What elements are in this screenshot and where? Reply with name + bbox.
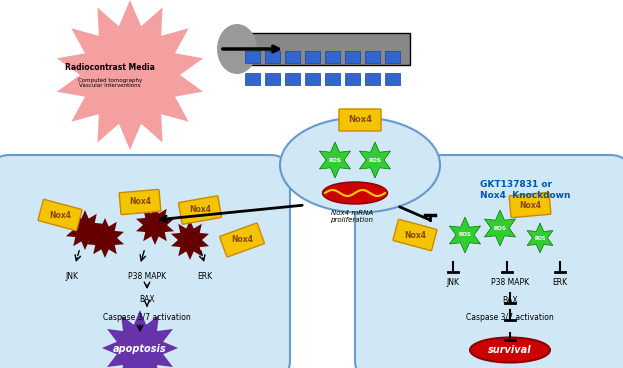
FancyBboxPatch shape — [265, 51, 280, 63]
Text: survival: survival — [488, 345, 532, 355]
FancyBboxPatch shape — [305, 73, 320, 85]
Text: Computed tomography
Vascular interventions: Computed tomography Vascular interventio… — [78, 78, 142, 88]
Text: JNK: JNK — [65, 272, 78, 281]
FancyBboxPatch shape — [179, 196, 221, 224]
Text: BAX: BAX — [139, 295, 155, 304]
Text: Nox4: Nox4 — [49, 210, 71, 219]
Text: Nox4 mRNA
proliferation: Nox4 mRNA proliferation — [330, 210, 374, 223]
Text: JNK: JNK — [447, 278, 460, 287]
Polygon shape — [485, 210, 516, 246]
Text: Nox4: Nox4 — [519, 201, 541, 209]
Text: Radiocontrast Media: Radiocontrast Media — [65, 64, 155, 72]
Text: ROS: ROS — [493, 226, 506, 230]
Text: Nox4: Nox4 — [348, 116, 372, 124]
Text: P38 MAPK: P38 MAPK — [491, 278, 529, 287]
FancyBboxPatch shape — [365, 73, 380, 85]
FancyBboxPatch shape — [339, 109, 381, 131]
FancyBboxPatch shape — [345, 73, 360, 85]
Text: ERK: ERK — [197, 272, 212, 281]
FancyBboxPatch shape — [0, 155, 290, 368]
FancyBboxPatch shape — [385, 51, 400, 63]
Polygon shape — [57, 0, 203, 150]
FancyBboxPatch shape — [355, 155, 623, 368]
Polygon shape — [136, 205, 174, 245]
Polygon shape — [66, 210, 104, 250]
FancyBboxPatch shape — [393, 219, 437, 251]
FancyBboxPatch shape — [220, 223, 264, 257]
FancyBboxPatch shape — [245, 51, 260, 63]
Text: P38 MAPK: P38 MAPK — [128, 272, 166, 281]
FancyBboxPatch shape — [235, 33, 410, 65]
FancyBboxPatch shape — [345, 51, 360, 63]
Polygon shape — [171, 220, 209, 260]
Polygon shape — [359, 142, 391, 178]
Text: ERK: ERK — [553, 278, 568, 287]
Text: Nox4: Nox4 — [189, 205, 211, 215]
Polygon shape — [102, 310, 178, 368]
Text: apoptosis: apoptosis — [113, 344, 167, 354]
Text: ROS: ROS — [459, 233, 472, 237]
Ellipse shape — [470, 337, 550, 362]
FancyBboxPatch shape — [385, 73, 400, 85]
Text: ROS: ROS — [369, 158, 381, 163]
FancyBboxPatch shape — [325, 51, 340, 63]
Polygon shape — [527, 223, 553, 253]
FancyBboxPatch shape — [265, 73, 280, 85]
Text: Caspase 3/7 activation: Caspase 3/7 activation — [466, 313, 554, 322]
FancyBboxPatch shape — [119, 190, 161, 215]
FancyBboxPatch shape — [285, 73, 300, 85]
Polygon shape — [320, 142, 351, 178]
Text: BAX: BAX — [502, 296, 518, 305]
Text: GKT137831 or
Nox4  Knockdown: GKT137831 or Nox4 Knockdown — [480, 180, 571, 200]
FancyBboxPatch shape — [245, 73, 260, 85]
Text: Nox4: Nox4 — [231, 236, 253, 244]
Text: ROS: ROS — [328, 158, 341, 163]
Ellipse shape — [280, 117, 440, 212]
Ellipse shape — [323, 182, 388, 204]
Text: ROS: ROS — [535, 236, 546, 241]
FancyBboxPatch shape — [305, 51, 320, 63]
FancyBboxPatch shape — [285, 51, 300, 63]
Text: Caspase 3/7 activation: Caspase 3/7 activation — [103, 313, 191, 322]
FancyBboxPatch shape — [365, 51, 380, 63]
Polygon shape — [449, 217, 480, 253]
Text: Nox4: Nox4 — [404, 230, 426, 240]
FancyBboxPatch shape — [38, 199, 82, 231]
FancyBboxPatch shape — [325, 73, 340, 85]
FancyBboxPatch shape — [509, 192, 551, 217]
Text: Nox4: Nox4 — [129, 198, 151, 206]
Ellipse shape — [217, 24, 257, 74]
Polygon shape — [86, 218, 124, 258]
